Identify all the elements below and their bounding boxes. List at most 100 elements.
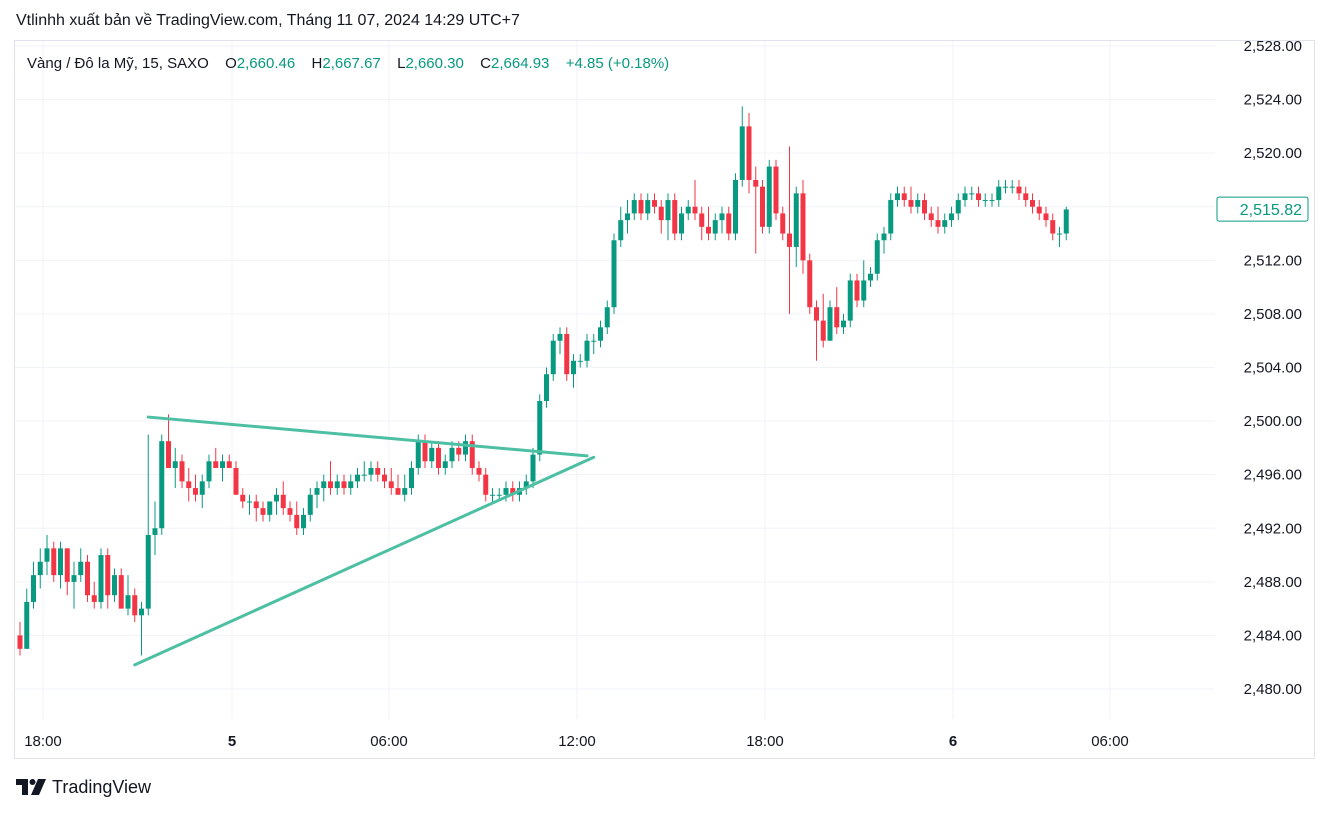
candle-up bbox=[847, 273, 853, 328]
price-tick-label: 2,492.00 bbox=[1244, 520, 1302, 537]
time-tick-label: 18:00 bbox=[746, 733, 784, 750]
candle-down bbox=[166, 414, 171, 468]
candle-up bbox=[307, 488, 313, 522]
candle-down bbox=[287, 501, 293, 522]
candle-up bbox=[31, 561, 36, 609]
candle-down bbox=[260, 501, 266, 522]
candle-body bbox=[1050, 220, 1056, 234]
candle-body bbox=[962, 193, 968, 201]
candle-down bbox=[935, 206, 941, 234]
candle-up bbox=[361, 461, 367, 482]
candle-body bbox=[571, 360, 576, 375]
candle-up bbox=[881, 226, 887, 254]
candle-body bbox=[530, 454, 536, 482]
candle-down bbox=[179, 454, 185, 489]
candle-body bbox=[706, 226, 711, 234]
candle-body bbox=[490, 494, 495, 496]
candle-body bbox=[665, 200, 671, 221]
price-axis: 2,480.00 2,484.00 2,488.00 2,492.00 2,496.00… bbox=[1216, 38, 1309, 698]
candle-body bbox=[922, 200, 927, 214]
candle-up bbox=[739, 106, 745, 187]
open-value: 2,660.46 bbox=[236, 55, 296, 72]
tradingview-logo[interactable]: TradingView bbox=[16, 776, 151, 798]
candle-body bbox=[726, 213, 732, 234]
candle-body bbox=[800, 193, 806, 261]
candle-down bbox=[814, 300, 819, 361]
candle-body bbox=[550, 340, 556, 375]
candle-up bbox=[442, 454, 448, 475]
candle-down bbox=[341, 474, 347, 495]
candle-up bbox=[996, 179, 1002, 207]
candle-up bbox=[206, 454, 212, 489]
candle-body bbox=[247, 501, 252, 503]
candle-body bbox=[253, 501, 259, 509]
candle-up bbox=[523, 474, 529, 495]
candle-body bbox=[382, 474, 387, 482]
candle-up bbox=[334, 474, 340, 495]
candle-down bbox=[476, 461, 482, 482]
candle-body bbox=[901, 193, 907, 201]
candle-down bbox=[91, 581, 97, 609]
candle-body bbox=[888, 200, 894, 234]
candle-body bbox=[611, 240, 617, 308]
candle-up bbox=[550, 334, 556, 381]
candle-body bbox=[334, 481, 340, 489]
candle-down bbox=[1043, 206, 1049, 227]
candle-body bbox=[692, 206, 698, 214]
candle-down bbox=[901, 186, 907, 207]
candle-down bbox=[64, 548, 70, 596]
price-tick-label: 2,508.00 bbox=[1244, 306, 1302, 323]
candle-up bbox=[274, 488, 279, 515]
candle-body bbox=[341, 481, 347, 489]
candle-down bbox=[976, 186, 981, 207]
candle-body bbox=[652, 200, 657, 207]
candle-down bbox=[780, 206, 786, 241]
candle-body bbox=[908, 200, 914, 207]
candle-up bbox=[571, 354, 576, 388]
candle-down bbox=[375, 461, 381, 482]
candle-body bbox=[71, 575, 77, 582]
candle-body bbox=[415, 441, 421, 468]
candle-down bbox=[706, 206, 711, 241]
candle-down bbox=[692, 179, 698, 221]
candle-body bbox=[483, 474, 489, 495]
trendline-lower bbox=[133, 455, 596, 667]
candle-body bbox=[955, 200, 961, 214]
candle-body bbox=[976, 193, 981, 201]
candles bbox=[17, 106, 1069, 656]
candle-up bbox=[402, 474, 408, 502]
candle-body bbox=[618, 220, 624, 241]
candle-body bbox=[861, 280, 867, 301]
candle-body bbox=[544, 374, 549, 401]
candle-body bbox=[638, 200, 644, 214]
candle-body bbox=[159, 441, 165, 529]
candle-body bbox=[868, 273, 873, 281]
candle-body bbox=[193, 488, 198, 495]
candle-up bbox=[685, 200, 691, 221]
candle-up bbox=[793, 186, 799, 268]
candle-down bbox=[436, 441, 441, 475]
candle-up bbox=[577, 354, 583, 368]
candle-body bbox=[105, 555, 111, 596]
candle-up bbox=[37, 548, 43, 589]
candle-body bbox=[1009, 186, 1015, 188]
last-price-text: 2,515.82 bbox=[1240, 202, 1302, 219]
candle-body bbox=[260, 508, 266, 515]
candle-up bbox=[1003, 179, 1008, 194]
candle-down bbox=[483, 467, 489, 502]
candle-body bbox=[631, 200, 637, 214]
candle-up bbox=[145, 434, 151, 616]
candle-up bbox=[969, 186, 975, 201]
candle-body bbox=[456, 447, 462, 455]
candle-body bbox=[166, 441, 171, 468]
candle-up bbox=[942, 213, 948, 234]
candle-up bbox=[584, 334, 590, 368]
candle-body bbox=[1030, 200, 1035, 207]
candle-body bbox=[847, 280, 853, 321]
candle-up bbox=[955, 193, 961, 221]
candle-down bbox=[186, 467, 192, 502]
candle-body bbox=[58, 548, 63, 576]
candle-down bbox=[510, 481, 516, 502]
change-value: +4.85 (+0.18%) bbox=[565, 55, 670, 72]
